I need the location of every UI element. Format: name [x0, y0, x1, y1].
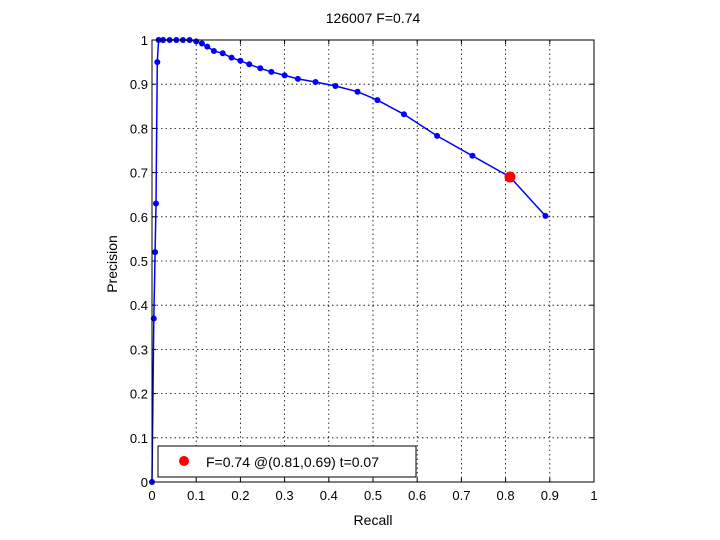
series-point [193, 38, 200, 45]
x-tick-label: 0.6 [408, 488, 426, 503]
series-point [198, 40, 205, 47]
series-point [312, 78, 319, 85]
highlight-group [504, 171, 516, 183]
y-tick-label: 0.6 [130, 210, 148, 225]
x-tick-label: 0.1 [187, 488, 205, 503]
y-tick-label: 0.3 [130, 342, 148, 357]
series-point [210, 48, 217, 55]
series-point [219, 50, 226, 57]
series-point [237, 57, 244, 64]
series-point [268, 68, 275, 75]
y-axis-label: Precision [104, 235, 120, 293]
y-tick-label: 0.8 [130, 121, 148, 136]
series-point [354, 88, 361, 95]
series-point [294, 75, 301, 82]
series-point [152, 249, 159, 256]
legend-box [157, 445, 417, 478]
x-tick-label: 1 [590, 488, 597, 503]
y-tick-labels: 0 0.1 0.2 0.3 0.4 0.5 0.6 0.7 0.8 0.9 1 [130, 33, 148, 490]
x-tick-label: 0.3 [276, 488, 294, 503]
series-point [374, 97, 381, 104]
y-tick-label: 0 [141, 475, 148, 490]
y-tick-label: 0.4 [130, 298, 148, 313]
series-point [542, 212, 549, 219]
y-tick-label: 0.9 [130, 77, 148, 92]
x-tick-label: 0.7 [452, 488, 470, 503]
x-tick-label: 0.5 [364, 488, 382, 503]
series-point [281, 72, 288, 79]
x-tick-labels: 0 0.1 0.2 0.3 0.4 0.5 0.6 0.7 0.8 0.9 1 [148, 488, 597, 503]
chart-title: 126007 F=0.74 [326, 10, 421, 26]
x-tick-label: 0.8 [497, 488, 515, 503]
series-point [154, 59, 161, 66]
x-tick-label: 0 [148, 488, 155, 503]
y-tick-label: 0.2 [130, 387, 148, 402]
y-tick-label: 0.7 [130, 166, 148, 181]
y-tick-label: 0.5 [130, 254, 148, 269]
legend-marker [179, 456, 189, 466]
best-f-point [504, 171, 516, 183]
grid-lines [152, 40, 594, 482]
y-tick-label: 0.1 [130, 431, 148, 446]
series-point [434, 132, 441, 139]
legend: F=0.74 @(0.81,0.69) t=0.07 [157, 445, 417, 478]
series-point [204, 43, 211, 50]
x-tick-label: 0.4 [320, 488, 338, 503]
plot-frame [151, 39, 595, 483]
x-axis-label: Recall [354, 512, 393, 528]
series-point [228, 54, 235, 61]
x-tick-label: 0.2 [231, 488, 249, 503]
series-point [469, 152, 476, 159]
series-point [257, 65, 264, 72]
series-point [332, 82, 339, 89]
series-point [152, 200, 159, 207]
legend-label: F=0.74 @(0.81,0.69) t=0.07 [206, 454, 379, 470]
series-point [400, 111, 407, 118]
x-tick-label: 0.9 [541, 488, 559, 503]
y-tick-label: 1 [141, 33, 148, 48]
series-point [246, 61, 253, 68]
